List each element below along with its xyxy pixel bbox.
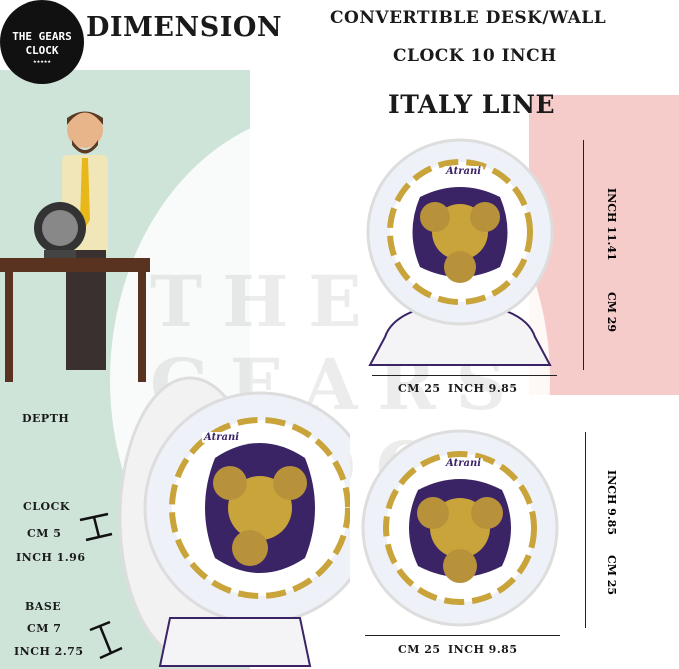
- desk-height-inch: INCH 11.41: [605, 188, 618, 261]
- brand-logo: THE GEARS CLOCK ★★★★★: [0, 0, 84, 84]
- pink-background: [529, 95, 679, 395]
- wall-width-inch: INCH 9.85: [448, 643, 518, 656]
- subtitle: ITALY LINE: [388, 90, 556, 119]
- wall-clock-brand: Atrani: [444, 458, 484, 469]
- clock-depth-marker: [79, 512, 113, 542]
- depth-base-inch: INCH 2.75: [14, 645, 84, 658]
- wall-height-line: [585, 432, 586, 628]
- wall-width-cm: CM 25: [398, 643, 441, 656]
- desk-width-inch: INCH 9.85: [448, 382, 518, 395]
- base-depth-marker: [89, 620, 123, 660]
- depth-clock-cm: CM 5: [27, 527, 62, 540]
- title-line2: CLOCK 10 INCH: [393, 46, 557, 66]
- wall-width-line: [365, 635, 560, 636]
- depth-base-label: BASE: [25, 600, 62, 613]
- desk-clock-front-image: [366, 138, 554, 366]
- wall-height-cm: CM 25: [605, 555, 618, 596]
- depth-clock-label: CLOCK: [23, 500, 70, 513]
- depth-clock-inch: INCH 1.96: [16, 551, 86, 564]
- depth-label: DEPTH: [22, 412, 70, 425]
- man-at-desk-illustration: [0, 111, 150, 382]
- side-clock-brand: Atrani: [202, 432, 242, 443]
- desk-clock-side-image: [118, 376, 350, 667]
- wall-height-inch: INCH 9.85: [605, 470, 618, 535]
- heading: DIMENSION: [86, 12, 283, 43]
- title-line1: CONVERTIBLE DESK/WALL: [330, 8, 607, 28]
- depth-base-cm: CM 7: [27, 622, 62, 635]
- desk-width-cm: CM 25: [398, 382, 441, 395]
- height-dimension-line: [583, 140, 584, 370]
- width-dimension-line: [372, 375, 557, 376]
- desk-height-cm: CM 29: [605, 292, 618, 333]
- wall-clock-front-image: [361, 429, 559, 627]
- desk-clock-brand: Atrani: [444, 166, 484, 177]
